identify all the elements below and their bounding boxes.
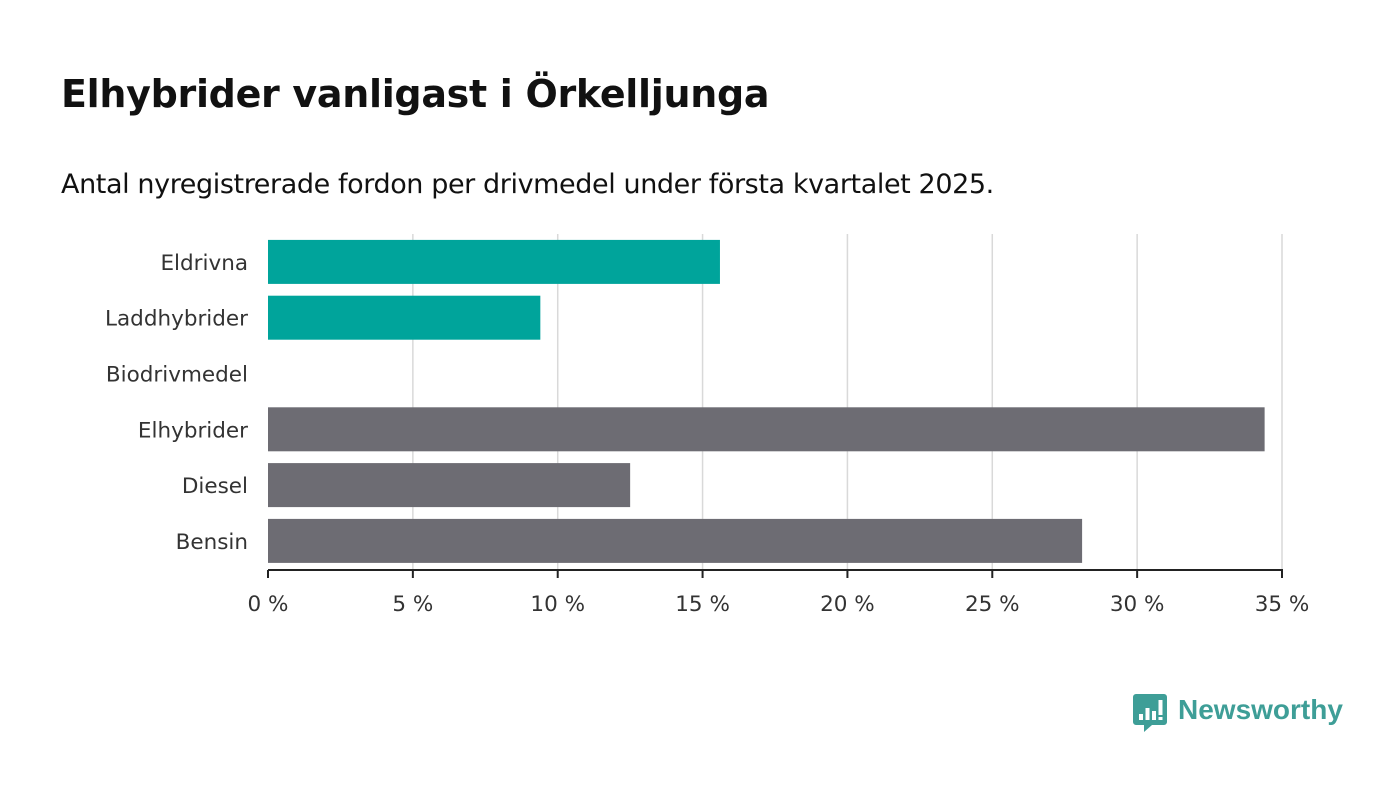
x-tick-label-15: 15 %	[675, 592, 730, 617]
bar-eldrivna	[268, 239, 720, 284]
bar-bensin	[268, 518, 1083, 563]
category-label-diesel: Diesel	[182, 474, 248, 499]
x-tick-label-25: 25 %	[965, 592, 1020, 617]
x-tick-label-20: 20 %	[820, 592, 875, 617]
x-tick-label-30: 30 %	[1110, 592, 1165, 617]
bar-chart-speech-bubble-icon	[1133, 694, 1167, 732]
category-label-eldrivna: Eldrivna	[160, 251, 248, 276]
category-label-biodrivmedel: Biodrivmedel	[106, 363, 248, 388]
x-tick-label-10: 10 %	[530, 592, 585, 617]
x-tick-label-35: 35 %	[1255, 592, 1310, 617]
category-label-bensin: Bensin	[176, 530, 248, 555]
bar-laddhybrider	[268, 295, 541, 340]
x-tick-label-5: 5 %	[392, 592, 433, 617]
x-tick-label-0: 0 %	[248, 592, 289, 617]
brand-name: Newsworthy	[1178, 694, 1343, 725]
bar-diesel	[268, 463, 631, 508]
category-label-elhybrider: Elhybrider	[138, 418, 248, 443]
chart-subtitle: Antal nyregistrerade fordon per drivmede…	[61, 169, 994, 200]
brand-logo: Newsworthy	[1133, 690, 1343, 736]
bar-elhybrider	[268, 407, 1265, 452]
chart-title: Elhybrider vanligast i Örkelljunga	[61, 72, 770, 116]
category-label-laddhybrider: Laddhybrider	[105, 307, 248, 332]
